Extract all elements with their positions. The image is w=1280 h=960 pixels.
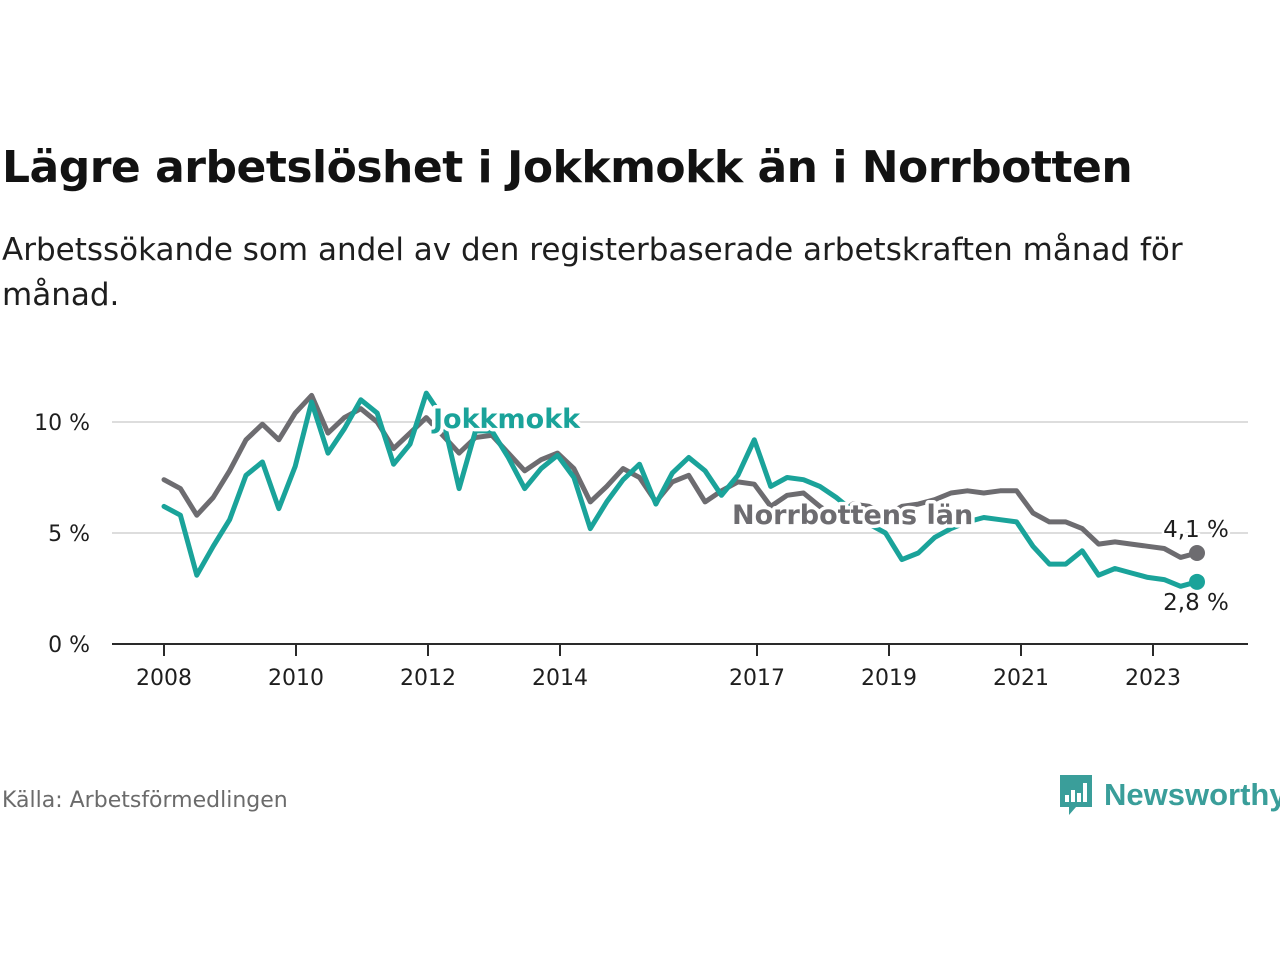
series-label-norrbottens-lan: Norrbottens län [732, 500, 973, 531]
x-tick-label: 2023 [1125, 666, 1181, 691]
series-line-jokkmokk [161, 390, 1200, 589]
x-tick-label: 2010 [268, 666, 324, 691]
x-tick-label: 2012 [400, 666, 456, 691]
series-labels: Jokkmokk Norrbottens län 4,1 % 2,8 % [428, 401, 1232, 619]
x-tick-label: 2019 [861, 666, 917, 691]
source-note: Källa: Arbetsförmedlingen [2, 788, 288, 813]
y-axis-labels: 0 % 5 % 10 % [34, 411, 90, 658]
newsworthy-logo-icon [1060, 775, 1092, 815]
brand-logo[interactable]: Newsworthy [1058, 772, 1280, 818]
series-line-norrbottens-l-n [161, 392, 1200, 560]
series-lines [161, 390, 1205, 590]
y-tick-label: 5 % [48, 522, 90, 547]
x-axis-ticks: 2008 2010 2012 2014 2017 2019 2021 2023 [136, 644, 1181, 691]
grid-lines [112, 421, 1248, 534]
x-tick-label: 2017 [729, 666, 785, 691]
chart-title: Lägre arbetslöshet i Jokkmokk än i Norrb… [2, 142, 1133, 193]
end-point-jokkmokk [1189, 573, 1205, 590]
chart-subtitle: Arbetssökande som andel av den registerb… [2, 232, 1183, 313]
brand-name: Newsworthy [1104, 777, 1280, 812]
end-point-norrbottens-l-n [1189, 544, 1205, 561]
x-tick-label: 2008 [136, 666, 192, 691]
y-tick-label: 10 % [34, 411, 90, 436]
line-chart: 0 %5 %10 % 2008 2010 2012 2014 2017 2019 2021 2… [34, 390, 1248, 691]
x-tick-label: 2014 [532, 666, 588, 691]
end-label-norrbottens-lan: 4,1 % [1163, 517, 1229, 543]
y-tick-label: 0 % [48, 633, 90, 658]
x-tick-label: 2021 [993, 666, 1049, 691]
series-label-jokkmokk: Jokkmokk [431, 404, 581, 435]
end-label-jokkmokk: 2,8 % [1163, 590, 1229, 616]
